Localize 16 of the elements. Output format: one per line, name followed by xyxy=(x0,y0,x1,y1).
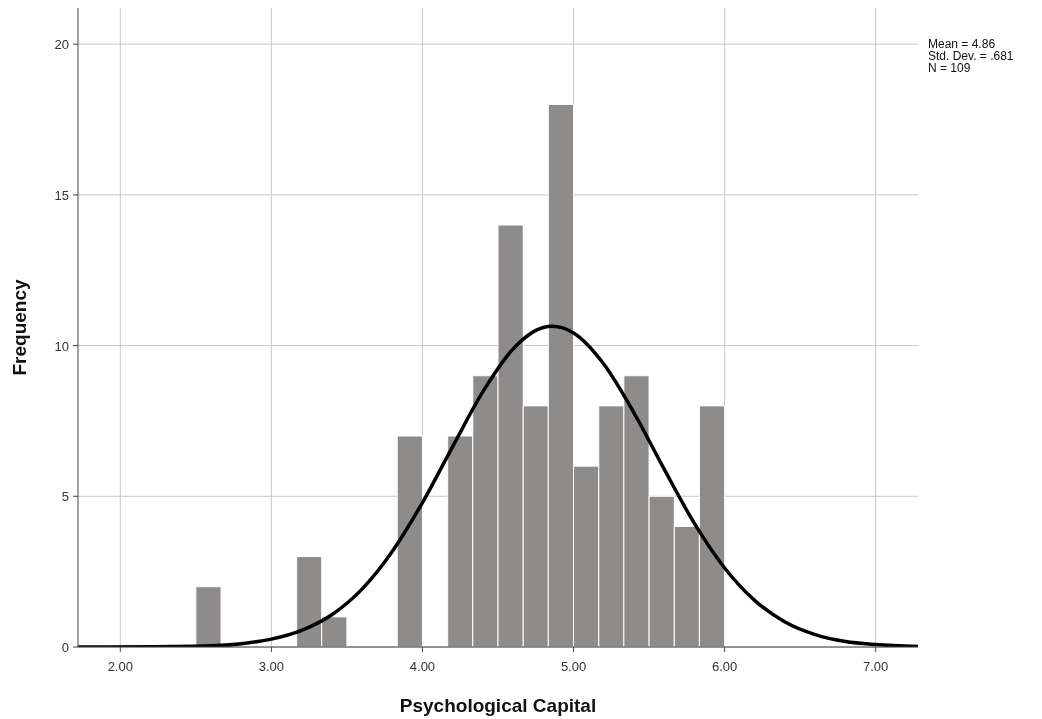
x-tick-label: 4.00 xyxy=(409,659,436,674)
y-axis-title: Frequency xyxy=(9,279,30,376)
x-tick-label: 5.00 xyxy=(560,659,587,674)
text: Mean = 4.86 xyxy=(928,37,996,51)
x-tick-label: 2.00 xyxy=(107,659,133,674)
y-tick-label: 15 xyxy=(54,187,69,203)
text: Std. Dev. = .681 xyxy=(928,49,1014,63)
y-tick-label: 10 xyxy=(54,338,69,354)
x-axis-title: Psychological Capital xyxy=(399,695,597,716)
x-tick-label: 6.00 xyxy=(711,659,738,674)
y-tick-label: 0 xyxy=(61,640,69,655)
x-tick-label: 3.00 xyxy=(258,659,285,674)
y-tick-label: 5 xyxy=(61,489,69,505)
y-tick-label: 20 xyxy=(54,37,69,53)
x-tick-label: 7.00 xyxy=(863,659,889,674)
text: N = 109 xyxy=(928,61,971,75)
